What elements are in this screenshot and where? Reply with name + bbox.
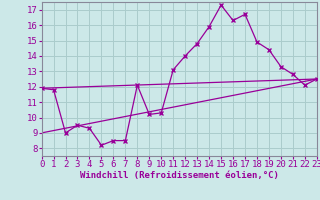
X-axis label: Windchill (Refroidissement éolien,°C): Windchill (Refroidissement éolien,°C)	[80, 171, 279, 180]
